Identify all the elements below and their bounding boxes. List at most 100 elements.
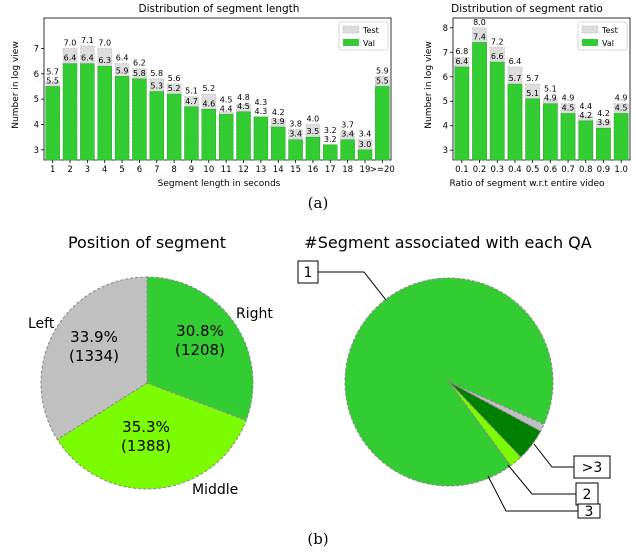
ratio-val-value-label: 5.7 bbox=[509, 74, 522, 83]
length-val-value-label: 4.3 bbox=[255, 107, 268, 116]
length-val-value-label: 3.4 bbox=[341, 130, 354, 139]
ratio-test-value-label: 4.4 bbox=[579, 102, 592, 111]
length-test-value-label: 4.5 bbox=[220, 95, 233, 104]
ratio-val-bar bbox=[525, 98, 540, 161]
slice-label-middle: Middle bbox=[192, 482, 238, 498]
ratio-test-value-label: 4.9 bbox=[615, 94, 628, 103]
length-val-value-label: 5.5 bbox=[46, 76, 59, 85]
length-val-bar bbox=[340, 139, 355, 161]
length-plot-frame bbox=[43, 17, 392, 161]
ratio-val-value-label: 3.9 bbox=[597, 118, 610, 127]
ratio-val-bar bbox=[489, 61, 505, 161]
ratio-val-bar bbox=[543, 103, 558, 161]
length-xtick-label: 1 bbox=[50, 165, 55, 175]
length-xtick-label: 7 bbox=[154, 165, 159, 175]
callout-line-1 bbox=[318, 271, 387, 301]
ratio-val-value-label: 5.1 bbox=[526, 89, 539, 98]
length-val-value-label: 3.5 bbox=[307, 127, 320, 136]
ratio-xtick-label: 0.9 bbox=[597, 165, 611, 175]
length-test-value-label: 4.3 bbox=[255, 98, 268, 107]
length-ytick-label: 7 bbox=[34, 44, 39, 54]
length-test-value-label: 5.9 bbox=[376, 66, 389, 75]
ratio-val-value-label: 4.5 bbox=[562, 103, 575, 112]
ratio-legend-test-swatch bbox=[581, 25, 599, 34]
ratio-xtick-label: 0.4 bbox=[508, 165, 522, 175]
length-val-bar bbox=[132, 78, 147, 161]
length-test-value-label: 4.8 bbox=[237, 93, 250, 102]
length-xtick-label: 8 bbox=[171, 165, 176, 175]
length-xtick-label: 10 bbox=[203, 165, 214, 175]
length-xtick-label: 2 bbox=[67, 165, 72, 175]
length-val-bar bbox=[375, 86, 390, 161]
ratio-val-bar bbox=[578, 120, 594, 161]
ratio-legend-val-label: Val bbox=[602, 39, 614, 48]
ratio-ytick-label: 7 bbox=[443, 48, 448, 58]
length-xtick-label: 3 bbox=[85, 165, 90, 175]
length-xtick-label: 18 bbox=[342, 165, 353, 175]
length-val-value-label: 5.5 bbox=[376, 76, 389, 85]
callout-box-1 bbox=[297, 260, 319, 284]
callout-label-1: 1 bbox=[304, 265, 313, 281]
length-val-bar bbox=[253, 116, 269, 161]
length-legend-val-label: Val bbox=[363, 39, 375, 48]
length-xtick-label: 4 bbox=[102, 165, 107, 175]
ratio-val-bar bbox=[596, 127, 611, 161]
length-test-value-label: 7.0 bbox=[64, 38, 77, 47]
ratio-xtick-label: 0.5 bbox=[526, 165, 540, 175]
segment-length-ylabel: Number in log view bbox=[11, 41, 21, 128]
length-test-value-label: 3.8 bbox=[289, 120, 302, 129]
caption-a: (a) bbox=[308, 194, 329, 212]
ratio-test-value-label: 6.4 bbox=[509, 57, 522, 66]
position-pie-title: Position of segment bbox=[68, 233, 226, 252]
length-val-bar bbox=[80, 63, 95, 161]
ratio-val-value-label: 6.4 bbox=[455, 57, 468, 66]
ratio-xtick-label: 0.8 bbox=[579, 165, 593, 175]
length-legend-test-label: Test bbox=[362, 26, 379, 35]
callout-label-3: 3 bbox=[585, 504, 594, 520]
length-val-bar bbox=[184, 106, 199, 161]
length-test-value-label: 3.7 bbox=[341, 121, 354, 130]
ratio-xtick-label: 0.2 bbox=[473, 165, 487, 175]
length-val-bar bbox=[149, 91, 164, 161]
length-test-value-label: 3.2 bbox=[324, 126, 337, 135]
ratio-val-value-label: 4.9 bbox=[544, 94, 557, 103]
length-ytick-label: 5 bbox=[34, 95, 39, 105]
pie-slice-right bbox=[146, 276, 254, 422]
pie-slice-middle bbox=[56, 382, 247, 490]
length-xtick-label: 13 bbox=[255, 165, 266, 175]
slice-label-right: Right bbox=[236, 306, 273, 322]
pie-slice-3 bbox=[448, 381, 522, 467]
slice-label-left: Left bbox=[28, 316, 55, 332]
length-val-bar bbox=[201, 109, 217, 161]
slice-count-left: (1334) bbox=[69, 347, 119, 365]
length-val-value-label: 6.4 bbox=[81, 54, 94, 63]
ratio-test-value-label: 6.8 bbox=[455, 47, 468, 56]
length-val-bar bbox=[271, 126, 286, 161]
ratio-ytick-label: 5 bbox=[443, 97, 448, 107]
length-legend-test-swatch bbox=[342, 25, 360, 34]
ratio-ytick-label: 8 bbox=[443, 24, 448, 34]
slice-pct-right: 30.8% bbox=[176, 322, 224, 340]
ratio-xtick-label: 0.7 bbox=[561, 165, 575, 175]
length-val-value-label: 5.3 bbox=[150, 82, 163, 91]
slice-pct-middle: 35.3% bbox=[122, 418, 170, 436]
ratio-val-bar bbox=[507, 83, 523, 161]
slice-count-middle: (1388) bbox=[121, 437, 171, 455]
ratio-plot-frame bbox=[452, 17, 631, 161]
length-test-value-label: 4.2 bbox=[272, 108, 285, 117]
length-ytick-label: 3 bbox=[34, 146, 39, 156]
callout-box-more-than-3 bbox=[573, 455, 611, 479]
length-xtick-label: 9 bbox=[189, 165, 194, 175]
ratio-val-bar bbox=[472, 42, 487, 161]
ratio-val-bar bbox=[454, 66, 470, 161]
length-val-bar bbox=[62, 63, 78, 161]
ratio-test-value-label: 5.1 bbox=[544, 85, 557, 94]
callout-line-more-than-3 bbox=[533, 443, 574, 468]
segment-length-xlabel: Segment length in seconds bbox=[158, 179, 281, 189]
ratio-legend-test-label: Test bbox=[601, 26, 618, 35]
length-val-value-label: 5.9 bbox=[116, 66, 129, 75]
length-test-value-label: 5.2 bbox=[202, 84, 215, 93]
length-val-value-label: 3.9 bbox=[272, 117, 285, 126]
length-val-bar bbox=[166, 93, 182, 161]
segment-ratio-xlabel: Ratio of segment w.r.t entire video bbox=[449, 179, 605, 189]
